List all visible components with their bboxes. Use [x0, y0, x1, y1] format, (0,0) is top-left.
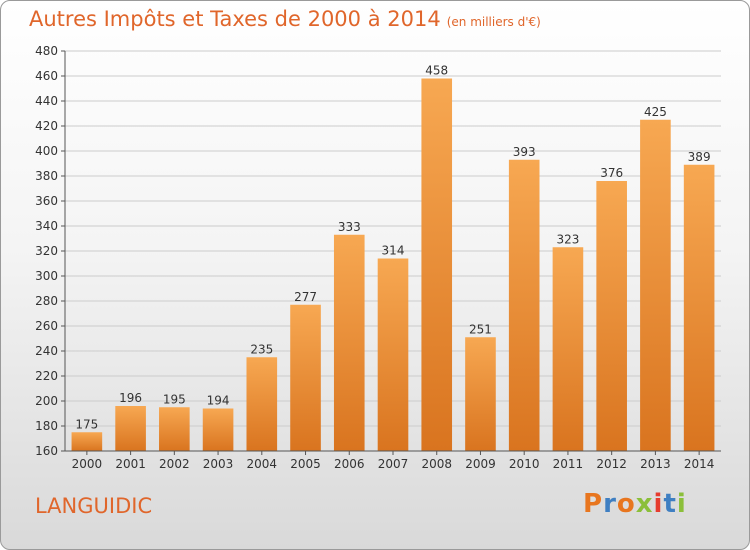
- bar-value-label: 194: [207, 394, 230, 408]
- x-tick-label: 2013: [640, 457, 671, 471]
- y-tick-label: 480: [35, 44, 58, 58]
- logo-letter: i: [676, 489, 687, 519]
- x-tick-label: 2014: [684, 457, 715, 471]
- axis-layer: 160 180 200 220 240 260 280 300 320 340 360 380 400 4…: [35, 44, 721, 471]
- y-tick-label: 400: [35, 144, 58, 158]
- y-tick-label: 360: [35, 194, 58, 208]
- x-tick-label: 2008: [421, 457, 452, 471]
- x-tick-label: 2001: [115, 457, 146, 471]
- bar: [333, 234, 365, 451]
- y-tick-label: 220: [35, 369, 58, 383]
- bar: [159, 407, 190, 451]
- x-tick-label: 2002: [159, 457, 190, 471]
- bar: [71, 432, 103, 451]
- bar-layer: 175 196 195 194 235 277 333 314 458 251 393 323 376 4…: [71, 64, 715, 451]
- x-tick-label: 2000: [72, 457, 103, 471]
- y-tick-label: 300: [35, 269, 58, 283]
- y-tick-label: 240: [35, 344, 58, 358]
- y-tick-label: 320: [35, 244, 58, 258]
- bar: [640, 119, 671, 451]
- bar-value-label: 251: [469, 322, 492, 336]
- bar-value-label: 333: [338, 220, 361, 234]
- y-tick-label: 200: [35, 394, 58, 408]
- bar-value-label: 425: [644, 105, 667, 119]
- x-tick-label: 2011: [553, 457, 584, 471]
- bar-value-label: 376: [600, 166, 623, 180]
- y-tick-label: 180: [35, 419, 58, 433]
- logo-letter: o: [616, 489, 636, 519]
- logo-letter: P: [583, 489, 604, 519]
- bar: [683, 164, 715, 451]
- x-tick-label: 2006: [334, 457, 365, 471]
- chart-title-text: Autres Impôts et Taxes de 2000 à 2014: [29, 7, 441, 31]
- y-tick-label: 420: [35, 119, 58, 133]
- bar-value-label: 314: [382, 244, 405, 258]
- x-tick-label: 2005: [290, 457, 321, 471]
- bar-value-label: 195: [163, 392, 186, 406]
- bar: [377, 258, 409, 451]
- x-tick-label: 2010: [509, 457, 540, 471]
- bar-value-label: 196: [119, 391, 142, 405]
- bar-value-label: 458: [425, 64, 448, 78]
- bar-value-label: 393: [513, 145, 536, 159]
- commune-name: LANGUIDIC: [35, 494, 153, 518]
- bar: [290, 304, 321, 451]
- bar: [465, 337, 496, 451]
- bar-value-label: 389: [688, 150, 711, 164]
- bar: [246, 357, 278, 451]
- x-tick-label: 2009: [465, 457, 496, 471]
- y-tick-label: 340: [35, 219, 58, 233]
- y-tick-label: 260: [35, 319, 58, 333]
- x-tick-label: 2004: [247, 457, 278, 471]
- bar: [202, 408, 234, 451]
- y-tick-label: 280: [35, 294, 58, 308]
- bar-value-label: 175: [75, 417, 98, 431]
- bar-value-label: 235: [250, 342, 273, 356]
- y-tick-label: 460: [35, 69, 58, 83]
- x-tick-label: 2007: [378, 457, 409, 471]
- x-tick-label: 2003: [203, 457, 234, 471]
- x-tick-label: 2012: [596, 457, 627, 471]
- bar: [596, 181, 627, 451]
- logo-letter: i: [653, 489, 664, 519]
- y-tick-label: 160: [35, 444, 58, 458]
- logo-letter: r: [603, 489, 617, 519]
- logo-letter: t: [663, 489, 677, 519]
- bar-value-label: 323: [556, 232, 579, 246]
- y-tick-label: 380: [35, 169, 58, 183]
- proxiti-logo: Proxiti: [583, 489, 687, 519]
- bar: [115, 406, 146, 451]
- bar-value-label: 277: [294, 290, 317, 304]
- bar: [508, 159, 540, 451]
- logo-letter: x: [635, 489, 654, 519]
- y-tick-label: 440: [35, 94, 58, 108]
- bar: [552, 247, 584, 451]
- bar: [421, 78, 453, 451]
- chart-unit: (en milliers d'€): [446, 15, 541, 29]
- chart-title: Autres Impôts et Taxes de 2000 à 2014 (en…: [29, 7, 541, 31]
